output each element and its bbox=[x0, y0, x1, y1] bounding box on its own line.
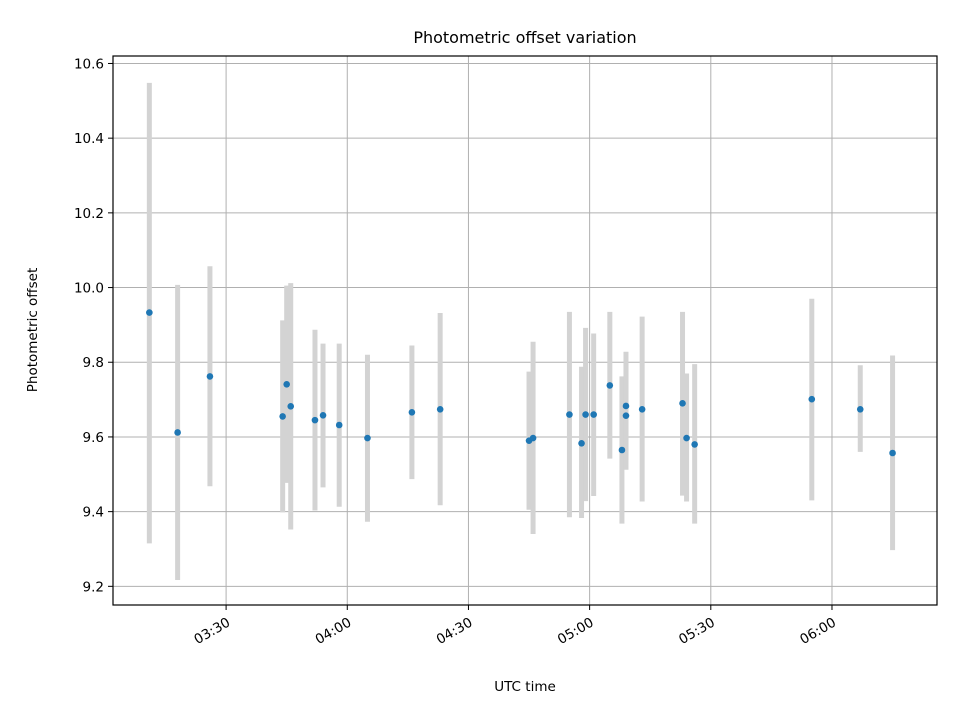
data-point bbox=[683, 434, 690, 442]
plot-area bbox=[113, 56, 937, 605]
y-tick-label: 9.2 bbox=[83, 579, 104, 595]
y-tick-label: 9.6 bbox=[83, 430, 104, 446]
data-point bbox=[856, 406, 864, 413]
data-point bbox=[335, 421, 343, 429]
x-axis-label: UTC time bbox=[494, 679, 556, 695]
y-tick-label: 10.2 bbox=[74, 206, 104, 222]
y-axis-ticks: 9.2 9.4 9.6 9.8 10.0 10.2 10.4 10.6 bbox=[74, 56, 113, 595]
data-point bbox=[279, 413, 286, 420]
data-point bbox=[174, 429, 181, 436]
data-point bbox=[529, 434, 537, 442]
plot-frame bbox=[112, 55, 938, 606]
data-point bbox=[283, 380, 290, 388]
data-point bbox=[319, 411, 327, 419]
data-point bbox=[566, 411, 573, 418]
data-point bbox=[679, 400, 686, 407]
data-point bbox=[436, 406, 444, 413]
data-points bbox=[146, 309, 896, 457]
y-tick-label: 10.6 bbox=[74, 56, 104, 72]
data-point bbox=[622, 402, 630, 410]
data-point bbox=[311, 416, 319, 424]
data-point bbox=[622, 412, 630, 419]
data-point bbox=[638, 406, 646, 413]
y-tick-label: 9.4 bbox=[83, 505, 104, 521]
y-tick-label: 10.4 bbox=[74, 131, 104, 147]
chart-title: Photometric offset variation bbox=[413, 28, 636, 47]
y-tick-label: 10.0 bbox=[74, 281, 104, 297]
data-point bbox=[808, 395, 816, 403]
data-point bbox=[206, 373, 214, 380]
data-point bbox=[287, 403, 295, 410]
data-point bbox=[578, 439, 585, 447]
data-point bbox=[889, 449, 896, 457]
data-point bbox=[582, 411, 589, 418]
data-point bbox=[364, 434, 371, 442]
y-axis-label: Photometric offset bbox=[25, 268, 41, 392]
data-point bbox=[606, 382, 614, 389]
data-point bbox=[146, 309, 153, 316]
data-point bbox=[691, 441, 698, 448]
y-tick-label: 9.8 bbox=[83, 355, 104, 371]
data-point bbox=[590, 411, 597, 418]
data-point bbox=[618, 446, 626, 454]
data-point bbox=[408, 408, 416, 416]
grid-lines bbox=[113, 56, 937, 605]
